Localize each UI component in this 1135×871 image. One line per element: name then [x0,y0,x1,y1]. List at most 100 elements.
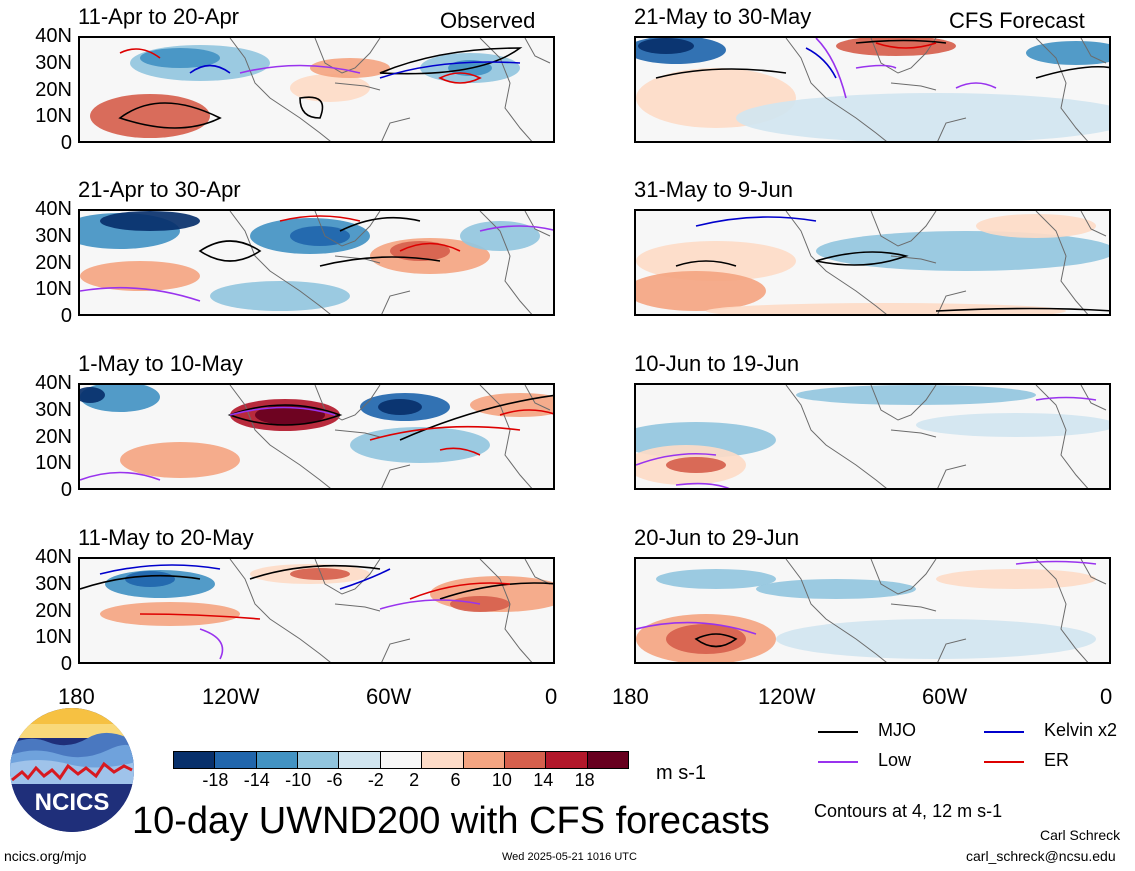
contour-line [675,482,730,488]
legend-label-low: Low [878,750,912,770]
colorbar-swatch [586,751,629,769]
contour-line [499,409,553,416]
colorbar-swatch [338,751,381,769]
x-tick-left-120w: 120W [202,684,260,709]
contour-line [1015,560,1097,565]
coastline [229,559,551,662]
colorbar-swatch [297,751,340,769]
contour-line [379,47,523,75]
contour-line [80,471,161,481]
y-tick-label: 40N [35,372,72,394]
legend-label-mjo: MJO [878,720,916,740]
footer-url: ncics.org/mjo [4,848,87,864]
contour-line [119,48,161,59]
contours-note: Contours at 4, 12 m s-1 [814,801,1003,821]
forecast-header: CFS Forecast [949,8,1085,33]
contour-line [379,61,521,79]
y-tick-label: 30N [35,224,72,247]
anomaly-shading [120,442,240,478]
logo-text: NCICS [35,789,110,816]
map-canvas [80,211,553,314]
anomaly-shading [90,94,210,138]
y-tick-label: 0 [60,653,72,675]
ncics-logo: NCICS [8,706,136,834]
anomaly-shading [210,281,350,311]
y-tick-label: 20N [35,78,72,101]
anomaly-shading [290,568,350,580]
contour-line [438,72,482,84]
colorbar-unit: m s-1 [656,762,706,784]
y-tick-label: 30N [35,572,72,595]
map-panel [78,209,555,316]
anomaly-shading [390,241,450,261]
contour-line [636,621,757,635]
x-tick-left-60w: 60W [366,684,412,709]
anomaly-shading [706,303,1066,314]
colorbar-swatch [173,751,216,769]
contour-line [339,568,391,590]
main-title: 10-day UWND200 with CFS forecasts [132,800,770,842]
y-tick-label: 10N [35,105,72,128]
contour-line [875,42,937,49]
contour-line [239,64,361,74]
map-canvas [636,559,1107,662]
map-panel [78,383,555,490]
coastline [785,385,1107,488]
colorbar-label: -18 [202,770,229,790]
legend-line-er [984,761,1024,763]
contour-line [439,447,481,456]
observed-header: Observed [440,8,536,33]
anomaly-shading [666,457,726,473]
anomaly-shading [776,619,1096,659]
contour-line [479,225,553,232]
anomaly-shading [290,226,350,246]
y-tick-label: 40N [35,25,72,47]
contour-line [399,394,553,441]
contour-line [80,286,201,302]
y-tick-label: 10N [35,452,72,475]
x-tick-right-0: 0 [1100,684,1113,709]
anomaly-shading [255,405,325,425]
colorbar-label: 10 [491,770,512,790]
contour-line [695,216,817,227]
colorbar-swatch [214,751,257,769]
coastline [785,38,1107,141]
footer-timestamp: Wed 2025-05-21 1016 UTC [502,851,637,863]
contour-line [279,215,361,222]
contour-line [409,582,511,600]
panel-title: 11-May to 20-May [78,525,254,550]
panel-title: 1-May to 10-May [78,351,244,376]
contour-line [1035,396,1097,401]
map-panel [78,36,555,143]
contour-line [955,82,997,89]
y-tick-label: 10N [35,278,72,301]
colorbar-swatch [379,751,423,769]
colorbar-label: -2 [367,770,384,790]
colorbar-label: 18 [574,770,595,790]
map-panel [634,209,1111,316]
contour-line [855,39,947,44]
anomaly-shading [80,261,200,291]
contour-line [189,64,231,74]
map-canvas [80,559,553,662]
x-tick-right-120w: 120W [758,684,816,709]
colorbar-swatch [462,751,505,769]
contour-line [815,38,847,99]
anomaly-shading [636,271,766,311]
y-tick-label: 20N [35,425,72,448]
colorbar-label: -6 [326,770,343,790]
legend-label-er: ER [1044,750,1070,770]
panel-title: 10-Jun to 19-Jun [634,351,800,376]
contour-line [299,96,324,119]
anomaly-shading [80,387,105,403]
contour-line [339,216,421,232]
anomaly-shading [976,214,1096,238]
map-panel [78,557,555,664]
y-tick-label: 20N [35,251,72,274]
y-tick-label: 20N [35,599,72,622]
contour-line [249,564,381,580]
contour-line [1035,65,1109,79]
contour-line [139,613,261,620]
map-canvas [80,385,553,488]
x-tick-right-60w: 60W [922,684,968,709]
